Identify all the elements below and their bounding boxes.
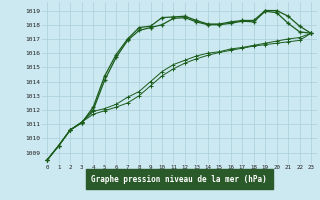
X-axis label: Graphe pression niveau de la mer (hPa): Graphe pression niveau de la mer (hPa): [91, 175, 267, 184]
